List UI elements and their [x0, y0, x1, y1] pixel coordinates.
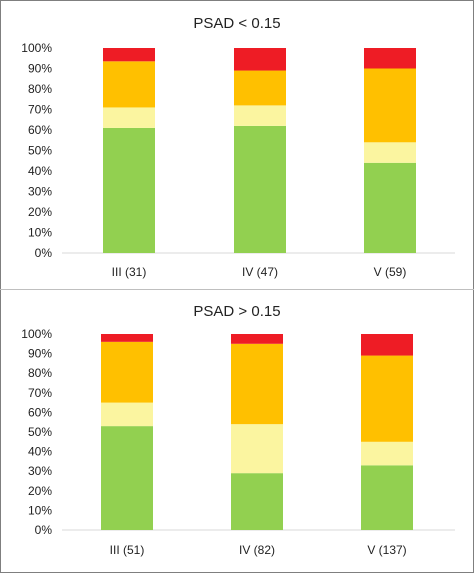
- bar-segment: [234, 70, 286, 106]
- chart-title: PSAD > 0.15: [193, 303, 280, 320]
- bar-segment: [364, 162, 416, 253]
- bar-segment: [231, 424, 283, 474]
- y-tick-label: 90%: [28, 347, 52, 361]
- bar-segment: [101, 402, 153, 427]
- bar-segment: [103, 61, 155, 108]
- chart-title: PSAD < 0.15: [193, 15, 280, 32]
- bar-segment: [361, 355, 413, 442]
- bar-segment: [361, 441, 413, 466]
- x-category-label: III (51): [110, 543, 145, 557]
- bar-segment: [234, 125, 286, 253]
- bar-segment: [103, 127, 155, 253]
- bar-segment: [103, 48, 155, 62]
- y-tick-label: 50%: [28, 144, 52, 158]
- y-tick-label: 20%: [28, 484, 52, 498]
- panel-divider: [0, 289, 474, 290]
- y-tick-label: 40%: [28, 164, 52, 178]
- y-tick-label: 10%: [28, 226, 52, 240]
- y-tick-label: 0%: [35, 246, 53, 260]
- y-tick-label: 50%: [28, 425, 52, 439]
- y-tick-label: 100%: [21, 41, 52, 55]
- x-category-label: IV (47): [242, 265, 278, 279]
- bar-segment: [234, 48, 286, 71]
- bar-segment: [101, 334, 153, 342]
- x-category-label: IV (82): [239, 543, 275, 557]
- bar-segment: [231, 334, 283, 344]
- y-tick-label: 80%: [28, 82, 52, 96]
- y-tick-label: 60%: [28, 405, 52, 419]
- bar-segment: [364, 68, 416, 143]
- y-tick-label: 60%: [28, 123, 52, 137]
- y-tick-label: 30%: [28, 185, 52, 199]
- y-tick-label: 20%: [28, 205, 52, 219]
- bar-segment: [101, 341, 153, 403]
- bar-segment: [361, 334, 413, 356]
- bar-segment: [364, 48, 416, 69]
- bar-segment: [101, 426, 153, 530]
- y-tick-label: 30%: [28, 464, 52, 478]
- bar-segment: [364, 142, 416, 163]
- chart-psad-low: PSAD < 0.15 0% 10% 20% 30% 40% 50% 60% 70% 80% 90%…: [21, 15, 455, 279]
- bar-segment: [231, 343, 283, 425]
- x-category-label: III (31): [112, 265, 147, 279]
- y-tick-label: 80%: [28, 366, 52, 380]
- y-tick-label: 40%: [28, 445, 52, 459]
- y-tick-label: 90%: [28, 62, 52, 76]
- bar-segment: [234, 105, 286, 126]
- chart-psad-high: PSAD > 0.15 0% 10% 20% 30% 40% 50% 60% 70% 80% 90%…: [21, 303, 455, 557]
- y-tick-label: 70%: [28, 103, 52, 117]
- y-tick-label: 100%: [21, 327, 52, 341]
- y-tick-label: 70%: [28, 386, 52, 400]
- y-tick-label: 0%: [35, 523, 53, 537]
- x-category-label: V (59): [374, 265, 407, 279]
- bar-segment: [103, 107, 155, 128]
- bar-segment: [231, 473, 283, 530]
- x-category-label: V (137): [367, 543, 406, 557]
- bar-segment: [361, 465, 413, 530]
- y-tick-label: 10%: [28, 503, 52, 517]
